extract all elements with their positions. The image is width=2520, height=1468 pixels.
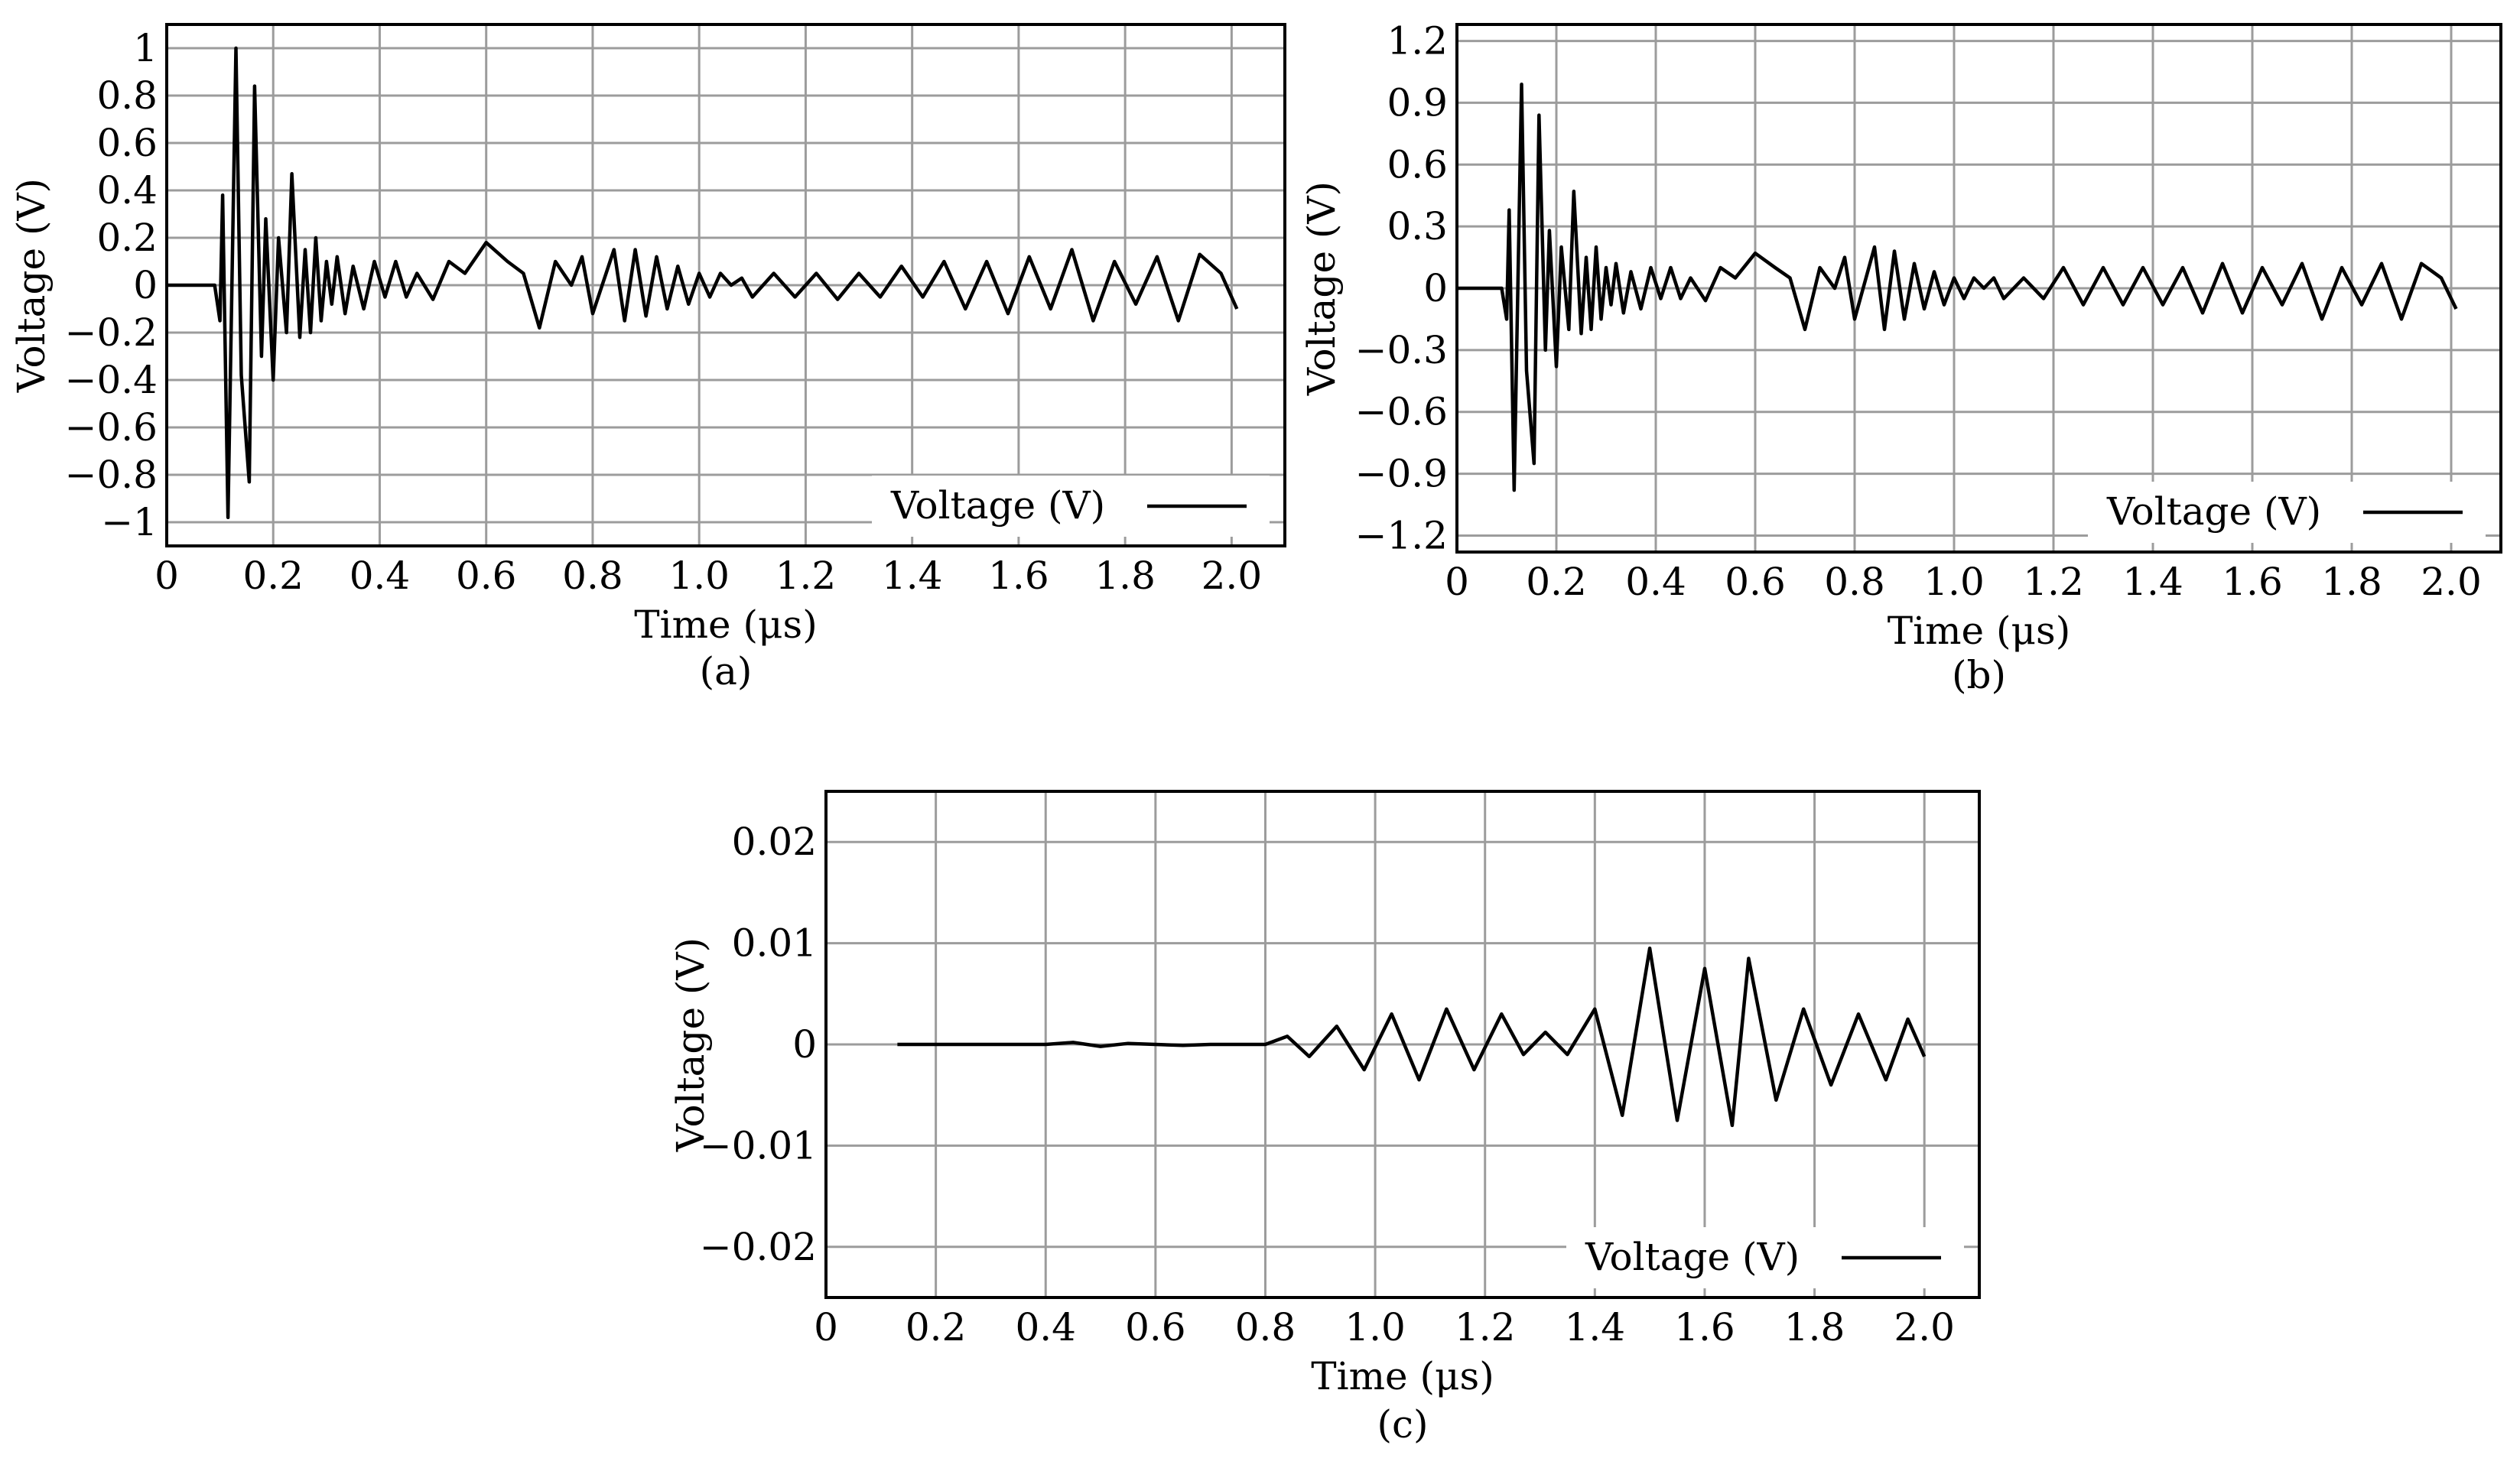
- chart-panel-c: 0 0.2 0.4 0.6 0.8 1.0 1.2 1.4 1.6 1.8 2.0 0.02 0.01 0…: [668, 790, 1981, 1447]
- x-tick-label: 1.0: [668, 554, 730, 598]
- y-tick-label: −0.6: [65, 405, 158, 450]
- y-tick-label: 1.2: [1387, 19, 1448, 63]
- x-tick-label: 0.6: [1725, 560, 1786, 604]
- legend: Voltage (V): [872, 476, 1270, 537]
- x-tick-label: 0.4: [350, 554, 411, 598]
- y-tick-label: 0: [1423, 266, 1448, 310]
- y-tick-label: −0.02: [700, 1225, 817, 1269]
- x-tick-label: 0.8: [1235, 1305, 1296, 1349]
- x-tick-label: 2.0: [1894, 1305, 1955, 1349]
- x-tick-label: 0.4: [1015, 1305, 1076, 1349]
- legend: Voltage (V): [2088, 482, 2486, 543]
- y-tick-label: 0.4: [96, 168, 158, 213]
- x-tick-label: 1.6: [2222, 560, 2283, 604]
- x-tick-label: 1.0: [1345, 1305, 1406, 1349]
- y-tick-label: 0.01: [732, 921, 817, 966]
- x-tick-label: 0.2: [1526, 560, 1587, 604]
- y-tick-label: 1: [133, 26, 158, 70]
- x-tick-label: 0.8: [562, 554, 623, 598]
- x-tick-label: 2.0: [1201, 554, 1263, 598]
- x-tick-label: 0: [814, 1305, 838, 1349]
- x-tick-label: 1.6: [988, 554, 1049, 598]
- y-axis-label: Voltage (V): [668, 937, 713, 1152]
- x-tick-label: 0.4: [1625, 560, 1686, 604]
- panel-caption: (c): [1377, 1402, 1428, 1447]
- panel-caption: (a): [700, 649, 753, 693]
- series-line-0: [1457, 82, 2458, 492]
- y-tick-label: −0.4: [65, 358, 158, 402]
- x-tick-label: 0.2: [242, 554, 304, 598]
- x-tick-label: 1.4: [1565, 1305, 1626, 1349]
- x-tick-label: 1.8: [1094, 554, 1156, 598]
- y-tick-label: −1: [101, 500, 158, 544]
- x-tick-label: 1.8: [2321, 560, 2382, 604]
- y-tick-label: 0.8: [96, 73, 158, 118]
- x-axis-label: Time (μs): [1888, 609, 2070, 653]
- y-tick-label: −0.6: [1355, 390, 1448, 434]
- x-tick-label: 0.8: [1824, 560, 1885, 604]
- x-tick-label: 1.8: [1784, 1305, 1845, 1349]
- x-tick-label: 1.0: [1923, 560, 1985, 604]
- y-axis-label: Voltage (V): [1299, 181, 1344, 396]
- y-axis-label: Voltage (V): [9, 178, 54, 393]
- plot-frame: [165, 23, 1286, 547]
- series-line-0: [167, 46, 1239, 520]
- y-tick-label: −0.01: [700, 1123, 817, 1168]
- legend: Voltage (V): [1566, 1227, 1964, 1288]
- y-tick-label: −1.2: [1355, 513, 1448, 557]
- x-tick-label: 1.4: [882, 554, 943, 598]
- x-tick-label: 1.6: [1674, 1305, 1735, 1349]
- legend-label: Voltage (V): [890, 483, 1105, 528]
- x-tick-label: 0.6: [1125, 1305, 1186, 1349]
- x-tick-label: 1.2: [776, 554, 837, 598]
- x-axis-label: Time (μs): [634, 602, 817, 647]
- chart-panel-b: 0 0.2 0.4 0.6 0.8 1.0 1.2 1.4 1.6 1.8 2.0 1.2 0.9 0.6…: [1299, 19, 2502, 697]
- x-tick-label: 0: [1445, 560, 1469, 604]
- chart-panel-a: 0 0.2 0.4 0.6 0.8 1.0 1.2 1.4 1.6 1.8 2.010.80.60.…: [9, 23, 1286, 693]
- y-tick-label: 0.2: [96, 216, 158, 260]
- x-axis-label: Time (μs): [1311, 1354, 1494, 1398]
- y-tick-label: 0.6: [1387, 142, 1448, 187]
- y-tick-label: −0.2: [65, 310, 158, 355]
- y-tick-label: −0.8: [65, 453, 158, 497]
- plot-frame: [1455, 23, 2502, 554]
- x-tick-label: 0.2: [906, 1305, 967, 1349]
- y-tick-label: 0: [792, 1022, 817, 1067]
- x-tick-label: 0.6: [456, 554, 517, 598]
- y-tick-label: 0: [133, 263, 158, 307]
- y-tick-label: −0.3: [1355, 328, 1448, 372]
- panel-caption: (b): [1952, 653, 2006, 697]
- y-tick-label: 0.6: [96, 121, 158, 165]
- x-tick-label: 0: [154, 554, 179, 598]
- x-tick-label: 1.2: [1455, 1305, 1516, 1349]
- x-tick-label: 1.2: [2023, 560, 2084, 604]
- y-tick-label: 0.9: [1387, 80, 1448, 125]
- x-tick-label: 2.0: [2421, 560, 2482, 604]
- legend-label: Voltage (V): [2106, 489, 2321, 534]
- y-tick-label: 0.3: [1387, 204, 1448, 248]
- x-tick-label: 1.4: [2122, 560, 2183, 604]
- y-tick-label: −0.9: [1355, 452, 1448, 496]
- y-tick-label: 0.02: [732, 820, 817, 864]
- plot-frame: [824, 790, 1981, 1299]
- legend-label: Voltage (V): [1585, 1235, 1800, 1279]
- series-line-0: [897, 946, 1927, 1128]
